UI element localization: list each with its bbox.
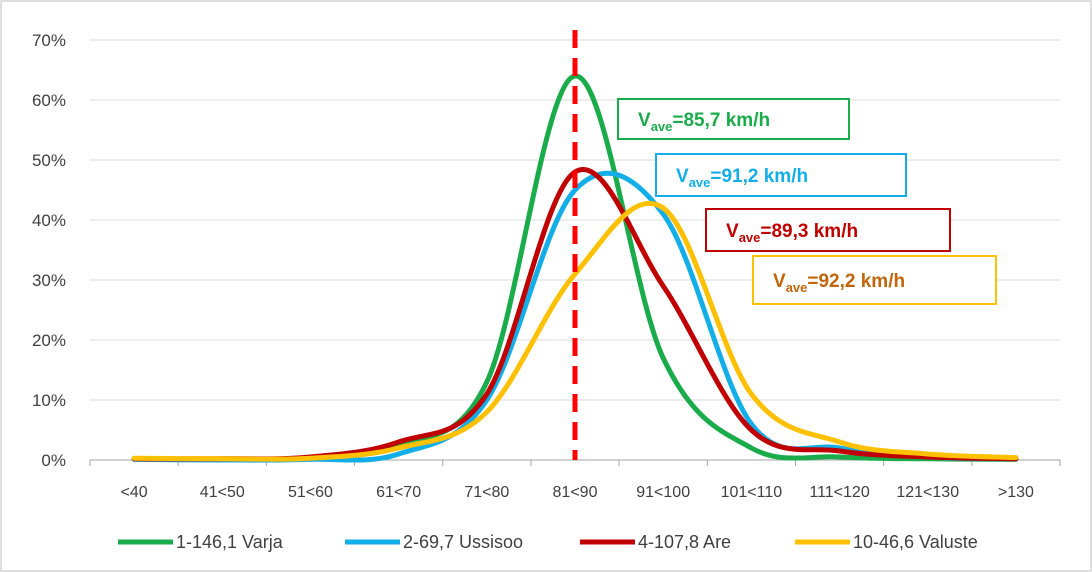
annotation-text-4: Vave=92,2 km/h	[773, 271, 905, 295]
x-tick-label: 41<50	[200, 484, 245, 501]
x-tick-label: 61<70	[376, 484, 421, 501]
x-tick-label: 101<110	[721, 484, 783, 501]
annotation-box-3	[705, 208, 951, 252]
series-line-4	[131, 200, 1019, 462]
x-tick-label: 81<90	[553, 484, 598, 501]
annotation-text-2: Vave=91,2 km/h	[676, 166, 808, 190]
annotation-box-2	[655, 153, 907, 197]
x-tick-label: 111<120	[809, 484, 869, 501]
x-tick-label: <40	[121, 484, 148, 501]
legend-label-3: 4-107,8 Are	[638, 532, 731, 552]
legend: 1-146,1 Varja 2-69,7 Ussisoo 4-107,8 Are 10…	[118, 532, 978, 552]
annotation-box-1	[617, 98, 850, 140]
y-axis-ticks: 0% 10% 20% 30% 40% 50% 60% 70%	[32, 31, 66, 470]
legend-label-4: 10-46,6 Valuste	[853, 532, 978, 552]
y-tick-label: 0%	[41, 451, 66, 470]
y-tick-label: 30%	[32, 271, 66, 290]
x-tick-label: 121<130	[896, 484, 959, 501]
x-tick-label: 71<80	[464, 484, 509, 501]
y-tick-label: 50%	[32, 151, 66, 170]
y-tick-label: 10%	[32, 391, 66, 410]
x-tick-label: >130	[998, 484, 1034, 501]
annotation-box-4	[752, 255, 997, 305]
annotation-text-1: Vave=85,7 km/h	[638, 110, 770, 134]
annotation-text-3: Vave=89,3 km/h	[726, 221, 858, 245]
x-tick-label: 51<60	[288, 484, 333, 501]
x-tick-label: 91<100	[636, 484, 690, 501]
legend-label-1: 1-146,1 Varja	[176, 532, 284, 552]
legend-label-2: 2-69,7 Ussisoo	[403, 532, 523, 552]
y-tick-label: 70%	[32, 31, 66, 50]
y-tick-label: 60%	[32, 91, 66, 110]
y-tick-label: 20%	[32, 331, 66, 350]
annotations: Vave=85,7 km/h Vave=91,2 km/h Vave=89,3 km…	[617, 98, 997, 305]
x-axis-ticks: <40 41<50 51<60 61<70 71<80 81<90 91<100 101<11…	[89, 460, 1061, 501]
y-tick-label: 40%	[32, 211, 66, 230]
